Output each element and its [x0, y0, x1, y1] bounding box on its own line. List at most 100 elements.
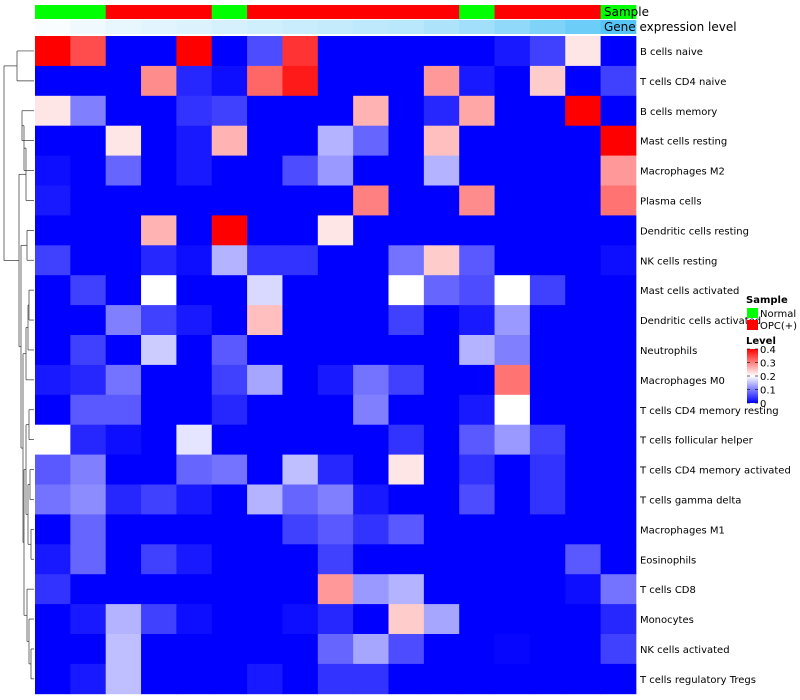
heatmap-cell: [176, 36, 213, 67]
heatmap-cell: [494, 215, 531, 246]
heatmap-cell: [105, 36, 142, 67]
heatmap-cell: [141, 544, 177, 575]
legend: Sample Normal OPC(+) Level 0.4 0.3 0.2 0.1 0: [746, 295, 797, 410]
heatmap-cell: [529, 125, 566, 156]
legend-sample-title: Sample: [746, 295, 788, 306]
heatmap-cell: [565, 245, 601, 276]
heatmap-cell: [141, 394, 177, 426]
heatmap-cell: [423, 634, 460, 665]
heatmap-cell: [353, 663, 389, 695]
heatmap-cell: [388, 65, 425, 97]
heatmap-cell: [388, 125, 425, 156]
heatmap-cell: [353, 484, 389, 515]
heatmap-cell: [247, 574, 283, 605]
heatmap-cell: [176, 335, 213, 366]
heatmap-cell: [247, 454, 283, 485]
row-label: T cells CD8: [639, 585, 696, 596]
heatmap-cell: [317, 454, 354, 485]
gene-expression-annotation-cell: [388, 20, 425, 34]
heatmap-cell: [529, 65, 566, 97]
heatmap-cell: [176, 95, 213, 127]
heatmap-cell: [282, 245, 319, 276]
heatmap-cell: [388, 604, 425, 635]
heatmap-cell: [211, 544, 248, 575]
heatmap-cell: [600, 604, 637, 635]
gene-expression-annotation-cell: [317, 20, 354, 34]
heatmap-cell: [459, 245, 495, 276]
heatmap-cell: [423, 484, 460, 515]
heatmap-cell: [565, 36, 601, 67]
heatmap-cell: [176, 634, 213, 665]
heatmap-cell: [35, 305, 71, 336]
row-label: B cells naive: [640, 47, 703, 58]
heatmap-cell: [388, 335, 425, 366]
heatmap-cell: [600, 65, 637, 97]
row-label: NK cells activated: [640, 645, 730, 656]
heatmap-cell: [176, 185, 213, 216]
heatmap-cell: [35, 125, 71, 156]
heatmap-cell: [565, 663, 601, 695]
heatmap-cell: [35, 454, 71, 485]
heatmap-cell: [600, 305, 637, 336]
heatmap-cell: [600, 454, 637, 485]
heatmap-cell: [141, 604, 177, 635]
heatmap-cell: [282, 514, 319, 545]
heatmap-cell: [105, 95, 142, 127]
heatmap-cell: [70, 95, 107, 127]
heatmap-cell: [529, 604, 566, 635]
heatmap-cell: [282, 275, 319, 306]
heatmap-cell: [600, 185, 637, 216]
heatmap-cell: [529, 36, 566, 67]
gene-expression-annotation-label: Gene expression level: [604, 20, 737, 34]
row-label: Monocytes: [640, 615, 694, 626]
heatmap-cell: [70, 544, 107, 575]
heatmap-cell: [388, 364, 425, 396]
row-label: T cells CD4 memory activated: [639, 466, 791, 477]
heatmap-cell: [282, 364, 319, 396]
heatmap-cell: [494, 514, 531, 545]
heatmap-cell: [105, 215, 142, 246]
heatmap-cell: [247, 424, 283, 455]
heatmap-cell: [105, 574, 142, 605]
heatmap-cell: [600, 544, 637, 575]
heatmap-cell: [282, 394, 319, 426]
heatmap-cell: [353, 215, 389, 246]
heatmap-cell: [494, 305, 531, 336]
gene-expression-annotation-cell: [529, 20, 566, 34]
heatmap-cell: [459, 634, 495, 665]
sample-annotation-cell: [423, 5, 460, 19]
heatmap-cell: [600, 335, 637, 366]
row-label: Mast cells resting: [640, 137, 727, 148]
sample-annotation-cell: [282, 5, 319, 19]
gene-expression-annotation-bar: [35, 20, 637, 34]
heatmap-cell: [353, 514, 389, 545]
sample-annotation-cell: [494, 5, 531, 19]
heatmap-cell: [423, 574, 460, 605]
sample-annotation-cell: [600, 5, 637, 19]
heatmap-cell: [423, 95, 460, 127]
heatmap-cell: [459, 65, 495, 97]
heatmap-cell: [282, 634, 319, 665]
heatmap-cell: [211, 663, 248, 695]
heatmap-cell: [176, 394, 213, 426]
sample-annotation-cell: [247, 5, 283, 19]
heatmap-cell: [423, 604, 460, 635]
heatmap-cell: [282, 155, 319, 186]
heatmap-cell: [353, 95, 389, 127]
heatmap-cell: [70, 634, 107, 665]
row-label: Plasma cells: [640, 196, 702, 207]
heatmap-cell: [282, 215, 319, 246]
heatmap-cell: [565, 574, 601, 605]
heatmap-cell: [529, 574, 566, 605]
heatmap-cell: [176, 125, 213, 156]
heatmap-cell: [494, 574, 531, 605]
heatmap-cell: [423, 514, 460, 545]
heatmap-cell: [317, 424, 354, 455]
heatmap-cell: [317, 634, 354, 665]
heatmap-cell: [35, 604, 71, 635]
heatmap-cell: [494, 663, 531, 695]
heatmap-cell: [176, 544, 213, 575]
heatmap-cell: [317, 514, 354, 545]
heatmap-cell: [141, 634, 177, 665]
